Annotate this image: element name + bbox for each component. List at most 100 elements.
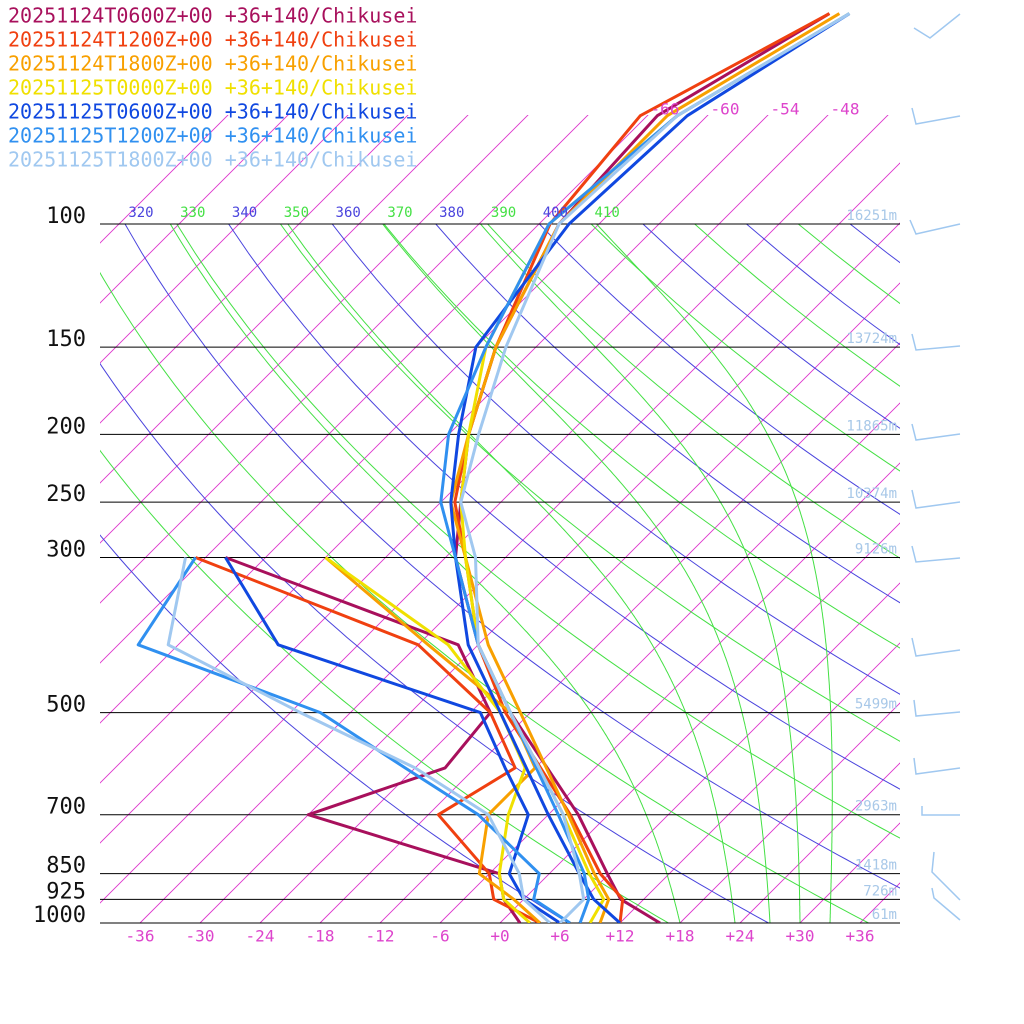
y-tick-label: 850: [46, 854, 86, 879]
legend-entry: 20251125T0600Z+00 +36+140/Chikusei: [8, 100, 417, 124]
height-label: 16251m: [846, 208, 897, 224]
dry-adiabat: [383, 224, 900, 649]
dry-adiabat: [100, 534, 570, 923]
height-label: 61m: [872, 907, 897, 923]
isotherm: [259, 282, 900, 923]
wind-barb: [911, 107, 961, 125]
theta-label: 330: [180, 205, 205, 221]
isotherm: [100, 115, 349, 364]
wind-barb: [931, 887, 961, 921]
isotherm: [319, 342, 900, 923]
dewpoint-line: [166, 557, 552, 923]
temperature-line: [459, 12, 851, 923]
x-tick-label: -6: [430, 927, 449, 946]
isotherm: [559, 582, 900, 923]
theta-label: 410: [595, 205, 620, 221]
isotherm: [139, 162, 900, 923]
theta-label: 400: [543, 205, 568, 221]
dry-adiabat: [176, 224, 900, 839]
isotherm: [100, 115, 769, 784]
y-tick-label: 150: [46, 327, 86, 352]
height-label: 5499m: [855, 697, 897, 713]
isotherm-label: -54: [771, 100, 800, 119]
wind-barb: [911, 333, 961, 351]
isotherm: [499, 522, 900, 923]
legend-entry: 20251124T1200Z+00 +36+140/Chikusei: [8, 28, 417, 52]
isotherm: [100, 115, 469, 484]
isotherm: [100, 115, 289, 304]
dewpoint-line: [136, 556, 571, 923]
y-tick-label: 250: [46, 482, 86, 507]
isotherms: [100, 115, 900, 923]
theta-label: 370: [387, 205, 412, 221]
dewpoint-line: [194, 556, 541, 923]
dewpoint-line: [224, 556, 561, 923]
legend-entry: 20251125T1200Z+00 +36+140/Chikusei: [8, 124, 417, 148]
y-tick-label: 925: [46, 879, 86, 904]
profiles: [136, 12, 851, 923]
wind-barb: [909, 219, 961, 235]
theta-label: 340: [232, 205, 257, 221]
dewpoint-line: [324, 556, 542, 923]
x-tick-label: +6: [550, 927, 569, 946]
temperature-line: [439, 12, 851, 923]
wind-barb: [913, 757, 961, 775]
isotherm: [799, 822, 900, 923]
x-tick-label: +36: [846, 927, 875, 946]
dry-adiabat: [590, 224, 900, 472]
isotherm-label: -60: [711, 100, 740, 119]
x-tick-label: -36: [126, 927, 155, 946]
isotherm: [679, 702, 900, 923]
wind-barb: [931, 851, 961, 901]
isotherm-label: -48: [831, 100, 860, 119]
theta-label: 350: [284, 205, 309, 221]
dry-adiabat: [228, 224, 900, 790]
height-label: 1418m: [855, 858, 897, 874]
dry-adiabat: [642, 224, 900, 429]
height-label: 726m: [863, 883, 897, 899]
legend-entry: 20251124T0600Z+00 +36+140/Chikusei: [8, 4, 417, 28]
isotherm: [739, 762, 900, 923]
labels: 320 330 340 350 360 370 380 390 400 410 100 16251m 1…: [8, 4, 897, 946]
isotherm: [100, 115, 529, 544]
isotherm: [100, 115, 889, 904]
isotherm: [100, 115, 409, 424]
x-tick-label: -30: [186, 927, 215, 946]
wind-barb: [913, 13, 961, 39]
isotherm: [100, 115, 229, 244]
height-label: 9126m: [855, 542, 897, 558]
wind-barb: [913, 699, 961, 717]
dry-adiabat: [100, 449, 670, 923]
dry-adiabat: [902, 224, 1024, 938]
temperature-line: [453, 12, 831, 923]
temperature-line: [454, 12, 831, 923]
height-label: 2963m: [855, 799, 897, 815]
temperature-line: [449, 12, 841, 923]
theta-label: 320: [128, 205, 153, 221]
dry-adiabat: [435, 224, 900, 604]
dry-adiabat: [954, 224, 1024, 938]
y-tick-label: 200: [46, 414, 86, 439]
wind-barb: [911, 637, 961, 657]
x-tick-label: +0: [490, 927, 509, 946]
isotherm: [439, 462, 900, 923]
isotherm: [100, 115, 709, 724]
theta-label: 380: [439, 205, 464, 221]
isotherm: [100, 115, 649, 664]
x-tick-label: -18: [306, 927, 335, 946]
legend-entry: 20251124T1800Z+00 +36+140/Chikusei: [8, 52, 417, 76]
isotherm-label: -66: [651, 100, 680, 119]
y-tick-label: 700: [46, 795, 86, 820]
legend-entry: 20251125T0000Z+00 +36+140/Chikusei: [8, 76, 417, 100]
height-label: 11865m: [846, 418, 897, 434]
temperature-line: [449, 12, 851, 923]
dry-adiabat: [100, 362, 770, 923]
dry-adiabat: [279, 224, 900, 742]
y-tick-label: 1000: [33, 903, 86, 928]
dry-adiabat: [331, 224, 900, 695]
wind-barbs: [909, 13, 961, 921]
moist-adiabat: [287, 224, 736, 923]
height-label: 10374m: [846, 486, 897, 502]
wind-barb: [911, 423, 961, 441]
